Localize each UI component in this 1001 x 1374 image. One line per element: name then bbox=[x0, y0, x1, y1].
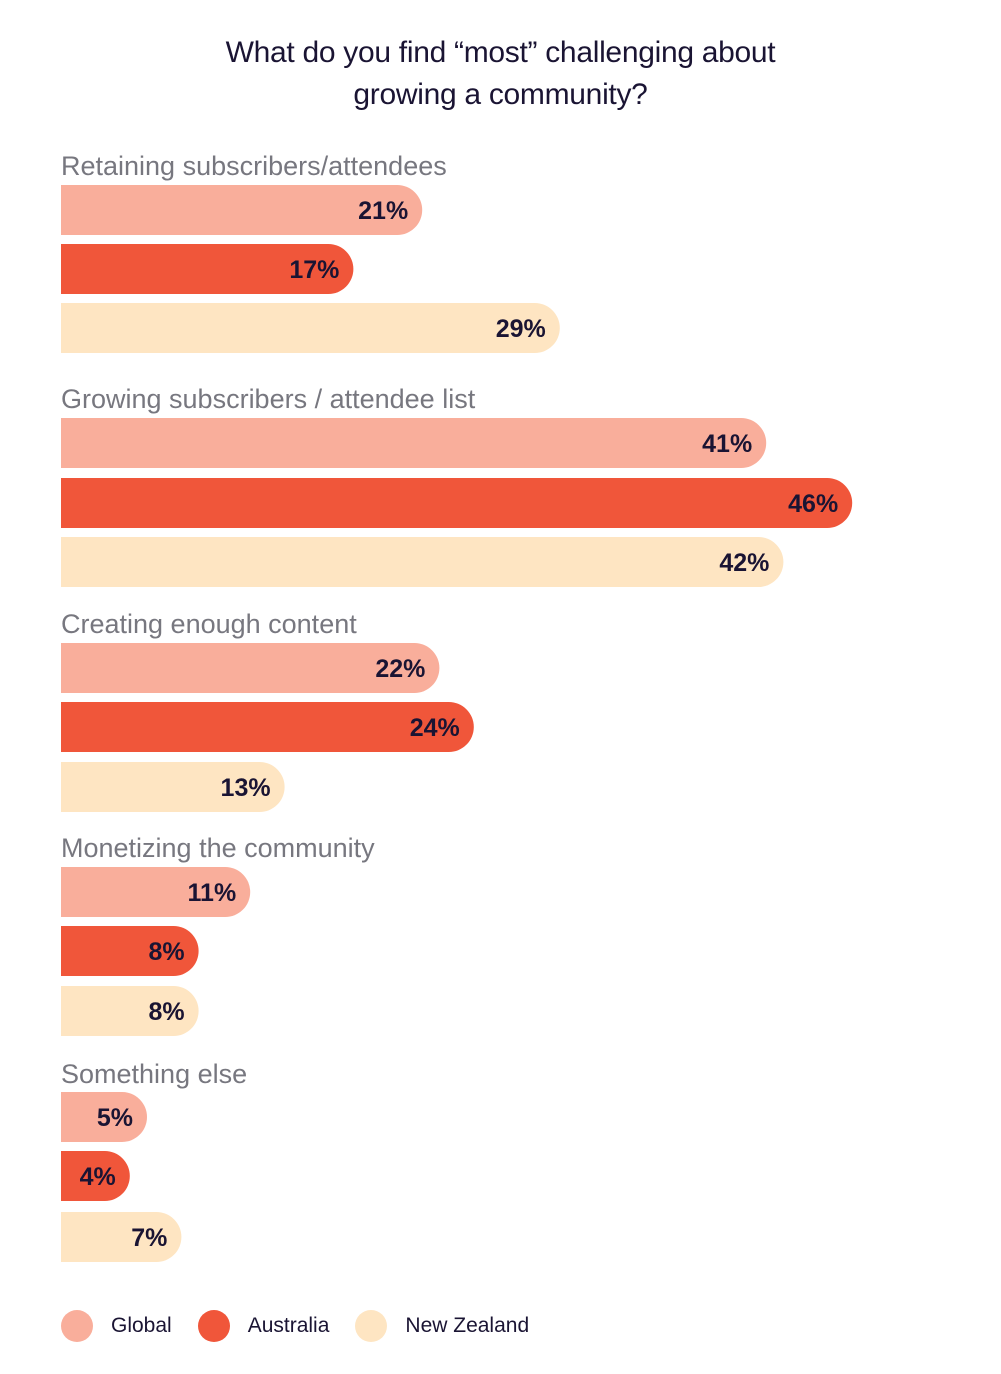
bar-creating-enough-content-australia bbox=[61, 702, 474, 752]
bar-something-else-new-zealand bbox=[61, 1212, 182, 1262]
legend-label-global: Global bbox=[111, 1314, 172, 1337]
bar-monetizing-the-community-australia bbox=[61, 926, 199, 976]
chart-title: What do you find “most” challenging abou… bbox=[0, 32, 1001, 116]
data-label-retaining-subscribers-attendees-new-zealand: 29% bbox=[496, 315, 546, 343]
data-label-something-else-australia: 4% bbox=[80, 1163, 116, 1191]
data-label-something-else-global: 5% bbox=[97, 1104, 133, 1132]
data-label-growing-subscribers-attendee-list-new-zealand: 42% bbox=[719, 549, 769, 577]
category-label-something-else: Something else bbox=[61, 1059, 247, 1089]
bar-monetizing-the-community-new-zealand bbox=[61, 986, 199, 1036]
data-label-growing-subscribers-attendee-list-global: 41% bbox=[702, 430, 752, 458]
data-label-monetizing-the-community-global: 11% bbox=[188, 879, 237, 907]
bar-growing-subscribers-attendee-list-new-zealand bbox=[61, 537, 784, 587]
data-label-creating-enough-content-australia: 24% bbox=[410, 714, 460, 742]
data-label-retaining-subscribers-attendees-global: 21% bbox=[358, 197, 408, 225]
data-label-creating-enough-content-global: 22% bbox=[375, 655, 425, 683]
bar-creating-enough-content-global bbox=[61, 643, 440, 693]
chart-title-line-1: What do you find “most” challenging abou… bbox=[225, 36, 776, 69]
category-label-monetizing-the-community: Monetizing the community bbox=[61, 833, 375, 863]
bar-something-else-australia bbox=[61, 1151, 130, 1201]
category-label-retaining-subscribers-attendees: Retaining subscribers/attendees bbox=[61, 151, 447, 181]
legend-label-australia: Australia bbox=[247, 1314, 330, 1337]
data-label-growing-subscribers-attendee-list-australia: 46% bbox=[788, 490, 838, 518]
bar-monetizing-the-community-global bbox=[61, 867, 251, 917]
legend-item-global: Global bbox=[61, 1310, 172, 1342]
legend-item-australia: Australia bbox=[197, 1310, 330, 1342]
bar-retaining-subscribers-attendees-new-zealand bbox=[61, 303, 560, 353]
legend-swatch-australia bbox=[197, 1310, 230, 1342]
bar-creating-enough-content-new-zealand bbox=[61, 762, 285, 812]
category-label-creating-enough-content: Creating enough content bbox=[61, 609, 357, 639]
legend-label-new-zealand: New Zealand bbox=[405, 1314, 530, 1337]
chart-title-line-2: growing a community? bbox=[353, 78, 648, 111]
bar-growing-subscribers-attendee-list-australia bbox=[61, 477, 853, 528]
legend-swatch-global bbox=[61, 1310, 93, 1342]
data-label-something-else-new-zealand: 7% bbox=[131, 1224, 167, 1252]
legend-item-new-zealand: New Zealand bbox=[355, 1310, 529, 1342]
data-label-retaining-subscribers-attendees-australia: 17% bbox=[289, 256, 339, 284]
bar-something-else-global bbox=[61, 1092, 147, 1142]
bar-retaining-subscribers-attendees-australia bbox=[61, 244, 354, 294]
data-label-monetizing-the-community-new-zealand: 8% bbox=[148, 998, 184, 1026]
bar-retaining-subscribers-attendees-global bbox=[61, 185, 423, 235]
data-label-creating-enough-content-new-zealand: 13% bbox=[221, 774, 271, 802]
bar-growing-subscribers-attendee-list-global bbox=[61, 418, 767, 468]
legend-swatch-new-zealand bbox=[355, 1310, 388, 1342]
data-label-monetizing-the-community-australia: 8% bbox=[148, 938, 184, 966]
category-label-growing-subscribers-attendee-list: Growing subscribers / attendee list bbox=[61, 384, 476, 414]
legend: Global Australia New Zealand bbox=[61, 1308, 555, 1344]
